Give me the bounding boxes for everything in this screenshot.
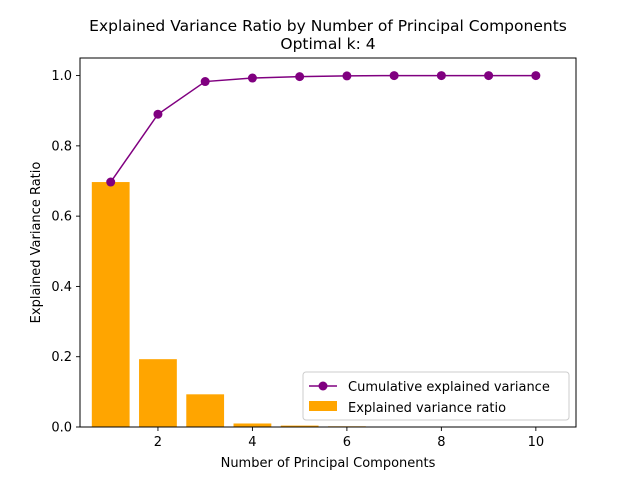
cumulative-point-6 — [342, 71, 352, 81]
y-tick-label: 1.0 — [51, 69, 72, 84]
variance-bar-4 — [233, 423, 272, 427]
x-axis-label: Number of Principal Components — [221, 456, 436, 471]
y-axis-label: Explained Variance Ratio — [29, 162, 44, 324]
x-tick-label: 8 — [437, 435, 445, 450]
cumulative-point-10 — [531, 71, 541, 81]
x-tick-label: 2 — [154, 435, 162, 450]
y-tick-label: 0.6 — [51, 210, 72, 225]
legend-bar-swatch — [309, 401, 337, 411]
cumulative-point-4 — [247, 73, 257, 83]
legend-label-ratio: Explained variance ratio — [348, 401, 506, 416]
y-tick-label: 0.8 — [51, 139, 72, 154]
variance-bar-3 — [186, 394, 225, 427]
x-axis-ticks: 2 4 6 8 10 — [154, 427, 544, 450]
legend-box — [302, 371, 570, 421]
y-tick-label: 0.4 — [51, 280, 72, 295]
cumulative-point-5 — [295, 72, 305, 82]
y-tick-label: 0.0 — [51, 421, 72, 436]
variance-bar-1 — [91, 182, 130, 427]
plot-area — [91, 71, 555, 427]
axes-frame — [79, 57, 577, 428]
y-tick-label: 0.2 — [51, 350, 72, 365]
y-axis-ticks: 0.0 0.2 0.4 0.6 0.8 1.0 — [51, 69, 80, 436]
cumulative-point-1 — [106, 177, 116, 187]
variance-bar-5 — [280, 425, 319, 427]
cumulative-point-7 — [389, 71, 399, 81]
chart-subtitle: Optimal k: 4 — [280, 35, 375, 53]
cumulative-point-9 — [484, 71, 494, 81]
cumulative-variance-line — [110, 74, 536, 183]
cumulative-point-2 — [153, 109, 163, 119]
x-tick-label: 10 — [528, 435, 545, 450]
chart-title: Explained Variance Ratio by Number of Pr… — [89, 17, 567, 35]
legend-label-cumulative: Cumulative explained variance — [348, 380, 550, 395]
x-tick-label: 6 — [343, 435, 351, 450]
chart-legend: Cumulative explained variance Explained … — [302, 371, 570, 421]
legend-marker-swatch — [318, 381, 328, 391]
cumulative-point-3 — [200, 77, 210, 87]
x-tick-label: 4 — [248, 435, 256, 450]
variance-bar-2 — [139, 359, 177, 427]
cumulative-point-8 — [436, 71, 446, 81]
